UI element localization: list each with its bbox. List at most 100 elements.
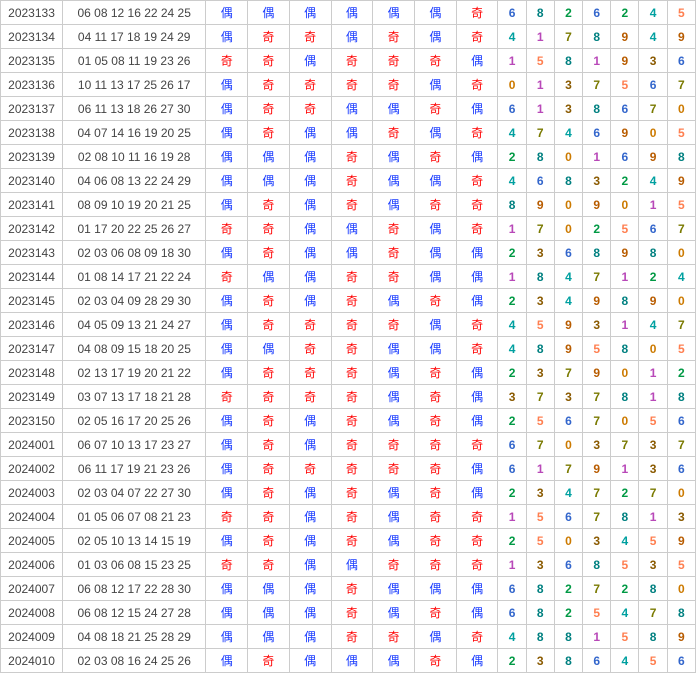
parity-even: 偶 [415,25,457,49]
tail-digit: 2 [498,241,526,265]
period-id: 2023148 [1,361,63,385]
draw-numbers: 02 03 06 08 09 18 30 [63,241,206,265]
parity-odd: 奇 [331,265,373,289]
tail-digit: 5 [611,625,639,649]
parity-even: 偶 [206,337,248,361]
tail-digit: 6 [498,97,526,121]
tail-digit: 7 [667,73,695,97]
tail-digit: 4 [554,289,582,313]
tail-digit: 3 [639,553,667,577]
tail-digit: 6 [498,601,526,625]
tail-digit: 2 [498,361,526,385]
tail-digit: 1 [583,145,611,169]
tail-digit: 6 [554,553,582,577]
parity-even: 偶 [331,25,373,49]
parity-even: 偶 [456,265,498,289]
parity-odd: 奇 [248,553,290,577]
tail-digit: 3 [498,385,526,409]
tail-digit: 0 [611,193,639,217]
parity-odd: 奇 [415,457,457,481]
parity-odd: 奇 [248,241,290,265]
parity-odd: 奇 [248,361,290,385]
parity-even: 偶 [206,625,248,649]
parity-odd: 奇 [289,73,331,97]
parity-odd: 奇 [248,217,290,241]
table-row: 202314004 06 08 13 22 24 29偶偶偶奇偶偶奇468324… [1,169,696,193]
parity-odd: 奇 [415,409,457,433]
tail-digit: 5 [526,505,554,529]
parity-even: 偶 [206,481,248,505]
parity-even: 偶 [206,313,248,337]
tail-digit: 6 [498,1,526,25]
tail-digit: 4 [498,121,526,145]
tail-digit: 3 [526,481,554,505]
table-row: 202314802 13 17 19 20 21 22偶奇奇奇偶奇偶237901… [1,361,696,385]
parity-even: 偶 [415,337,457,361]
parity-even: 偶 [456,241,498,265]
tail-digit: 3 [639,457,667,481]
parity-even: 偶 [456,649,498,673]
parity-odd: 奇 [415,385,457,409]
tail-digit: 3 [583,433,611,457]
tail-digit: 4 [639,313,667,337]
tail-digit: 7 [583,265,611,289]
parity-odd: 奇 [331,409,373,433]
table-row: 202313706 11 13 18 26 27 30偶奇奇偶偶奇偶613867… [1,97,696,121]
tail-digit: 6 [639,73,667,97]
tail-digit: 5 [611,217,639,241]
tail-digit: 1 [583,625,611,649]
parity-odd: 奇 [415,529,457,553]
tail-digit: 2 [554,577,582,601]
tail-digit: 8 [611,505,639,529]
parity-even: 偶 [456,577,498,601]
parity-even: 偶 [456,409,498,433]
parity-odd: 奇 [373,73,415,97]
tail-digit: 0 [554,193,582,217]
tail-digit: 2 [498,289,526,313]
tail-digit: 5 [526,529,554,553]
tail-digit: 0 [554,433,582,457]
tail-digit: 7 [583,73,611,97]
tail-digit: 5 [526,409,554,433]
parity-even: 偶 [289,649,331,673]
table-row: 202314604 05 09 13 21 24 27偶奇奇奇奇偶奇459314… [1,313,696,337]
tail-digit: 5 [667,193,695,217]
draw-numbers: 02 13 17 19 20 21 22 [63,361,206,385]
parity-even: 偶 [456,289,498,313]
parity-odd: 奇 [415,145,457,169]
tail-digit: 8 [611,385,639,409]
tail-digit: 6 [554,241,582,265]
tail-digit: 8 [611,337,639,361]
tail-digit: 3 [583,529,611,553]
table-row: 202314401 08 14 17 21 22 24奇偶偶奇奇偶偶184712… [1,265,696,289]
parity-odd: 奇 [206,265,248,289]
parity-even: 偶 [206,529,248,553]
parity-even: 偶 [456,481,498,505]
draw-numbers: 08 09 10 19 20 21 25 [63,193,206,217]
parity-even: 偶 [289,145,331,169]
period-id: 2024006 [1,553,63,577]
period-id: 2024004 [1,505,63,529]
tail-digit: 3 [554,385,582,409]
draw-numbers: 01 08 14 17 21 22 24 [63,265,206,289]
tail-digit: 7 [526,121,554,145]
parity-odd: 奇 [248,649,290,673]
tail-digit: 9 [611,25,639,49]
parity-odd: 奇 [331,385,373,409]
tail-digit: 8 [526,625,554,649]
parity-odd: 奇 [415,601,457,625]
tail-digit: 2 [498,481,526,505]
draw-numbers: 03 07 13 17 18 21 28 [63,385,206,409]
tail-digit: 4 [639,169,667,193]
draw-numbers: 02 05 16 17 20 25 26 [63,409,206,433]
parity-even: 偶 [206,97,248,121]
tail-digit: 4 [639,25,667,49]
tail-digit: 4 [554,481,582,505]
tail-digit: 9 [526,193,554,217]
parity-odd: 奇 [248,73,290,97]
draw-numbers: 02 03 08 16 24 25 26 [63,649,206,673]
parity-odd: 奇 [248,193,290,217]
tail-digit: 9 [667,625,695,649]
table-row: 202314302 03 06 08 09 18 30偶奇偶偶奇偶偶236898… [1,241,696,265]
parity-even: 偶 [206,193,248,217]
